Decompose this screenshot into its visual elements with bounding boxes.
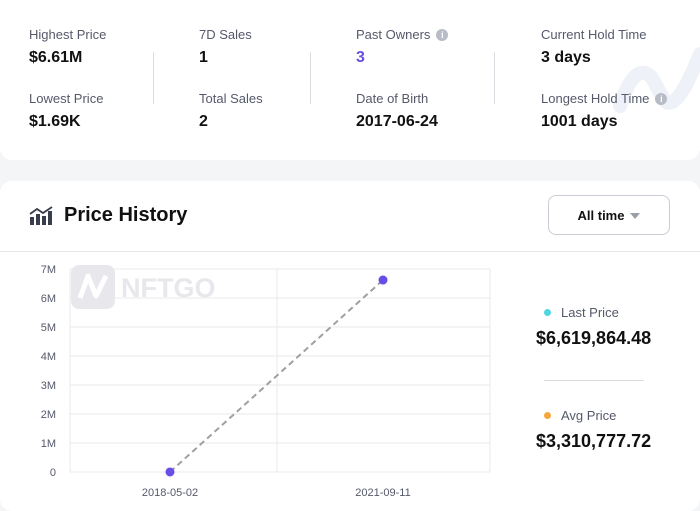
stat-label: Past Owners	[356, 27, 431, 42]
y-tick-label: 2M	[41, 409, 56, 421]
stat-label: Lowest Price	[29, 91, 104, 106]
caret-down-icon	[630, 212, 641, 219]
stat-highest-price: Highest Price $6.61M	[29, 27, 106, 68]
legend-label: Avg Price	[561, 408, 617, 423]
x-tick-label: 2018-05-02	[142, 487, 198, 499]
legend-avg-price: Avg Price $3,310,777.72	[536, 408, 651, 452]
stat-past-owners: Past Owners i 3	[356, 27, 449, 68]
x-tick-label: 2021-09-11	[355, 487, 410, 499]
price-history-title: Price History	[64, 204, 188, 226]
info-icon[interactable]: i	[436, 29, 449, 41]
stat-label: Longest Hold Time	[541, 91, 650, 106]
avg-price-value: $3,310,777.72	[536, 431, 652, 451]
last-price-dot-icon	[544, 309, 551, 316]
legend-label: Last Price	[561, 305, 619, 320]
y-tick-label: 6M	[41, 293, 56, 305]
past-owners-link[interactable]: 3	[356, 49, 365, 66]
watermark-text: NFTGO	[121, 273, 216, 303]
time-range-dropdown[interactable]: All time	[548, 195, 670, 235]
stat-lowest-price: Lowest Price $1.69K	[29, 91, 103, 132]
stat-value: $1.69K	[29, 113, 81, 130]
stat-current-hold-time: Current Hold Time 3 days	[541, 27, 646, 68]
avg-price-dot-icon	[544, 412, 551, 419]
legend-last-price: Last Price $6,619,864.48	[536, 305, 651, 349]
info-icon[interactable]: i	[655, 93, 668, 105]
stat-value: 1	[199, 49, 208, 66]
stat-value: 3 days	[541, 49, 591, 66]
stat-value: 2	[199, 113, 208, 130]
data-point[interactable]	[378, 275, 388, 285]
stat-label: 7D Sales	[199, 27, 252, 42]
stat-value: 2017-06-24	[356, 113, 438, 130]
nftgo-watermark: NFTGO	[71, 265, 216, 309]
y-axis-ticks: 0 1M 2M 3M 4M 5M 6M 7M	[41, 264, 56, 479]
stat-label: Current Hold Time	[541, 27, 647, 42]
y-tick-label: 4M	[41, 351, 56, 363]
y-tick-label: 7M	[41, 264, 56, 276]
chart-grid	[69, 268, 491, 473]
divider	[310, 52, 311, 104]
price-series	[165, 275, 388, 477]
stat-total-sales: Total Sales 2	[199, 91, 263, 132]
data-point[interactable]	[165, 467, 175, 477]
y-tick-label: 3M	[41, 380, 56, 392]
x-axis-ticks: 2018-05-02 2021-09-11	[142, 487, 411, 499]
stat-label: Total Sales	[199, 91, 263, 106]
y-tick-label: 5M	[41, 322, 56, 334]
divider	[0, 251, 700, 252]
y-tick-label: 1M	[41, 438, 56, 450]
divider	[544, 380, 644, 381]
price-history-chart: NFTGO 0 1M 2M 3M 4M 5M 6M 7M 2018-05-02 2021-09-…	[41, 264, 491, 499]
y-tick-label: 0	[50, 467, 56, 479]
stat-value: 1001 days	[541, 113, 618, 130]
bar-chart-icon	[29, 206, 53, 225]
time-range-label: All time	[577, 207, 625, 223]
stat-date-of-birth: Date of Birth 2017-06-24	[356, 91, 438, 132]
divider	[494, 52, 495, 104]
stat-label: Highest Price	[29, 27, 107, 42]
price-line	[169, 279, 384, 473]
price-history-card: Price History All time	[0, 181, 700, 511]
nft-stats-card: Highest Price $6.61M Lowest Price $1.69K…	[0, 0, 700, 160]
last-price-value: $6,619,864.48	[536, 328, 652, 348]
stat-label: Date of Birth	[356, 91, 429, 106]
stat-7d-sales: 7D Sales 1	[199, 27, 252, 68]
divider	[153, 52, 154, 104]
nftgo-logo-mark	[77, 273, 109, 299]
stat-longest-hold-time: Longest Hold Time i 1001 days	[541, 91, 668, 132]
stat-value: $6.61M	[29, 49, 83, 66]
